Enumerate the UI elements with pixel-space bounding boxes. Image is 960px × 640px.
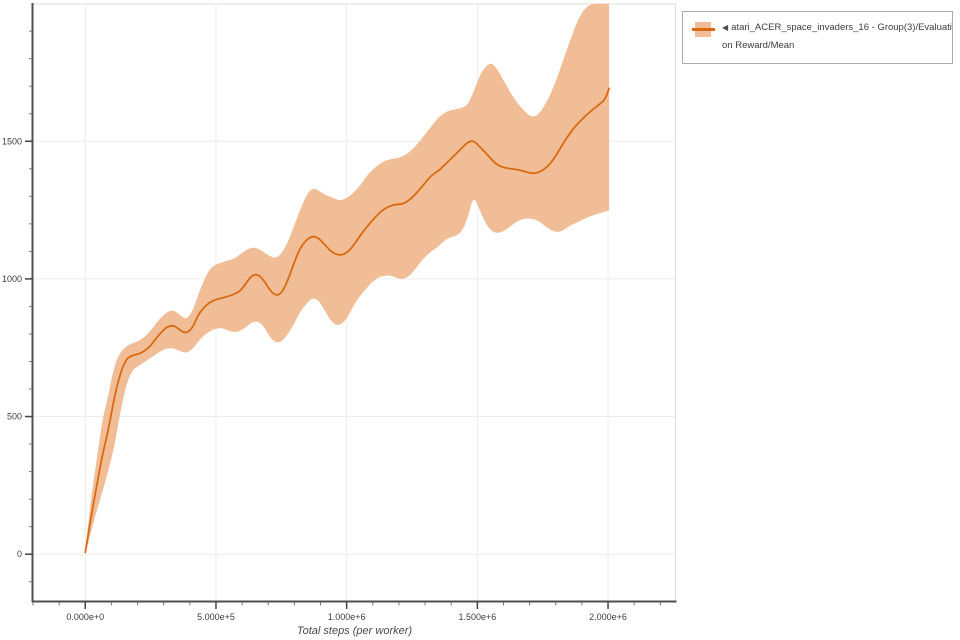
y-tick-label: 1500	[2, 136, 22, 146]
y-axis: 0 500 1000 1500	[2, 30, 32, 583]
y-tick-label: 1000	[2, 274, 22, 284]
y-tick-label: 0	[17, 549, 22, 559]
collapse-triangle-icon: ◀	[722, 23, 729, 32]
confidence-band	[85, 3, 610, 555]
plot-area[interactable]	[33, 5, 676, 601]
legend-swatch-icon	[692, 21, 715, 38]
x-tick-label: 1.500e+6	[458, 612, 496, 622]
axis-spines	[31, 3, 677, 603]
x-tick-label: 5.000e+5	[197, 612, 235, 622]
x-tick-label: 0.000e+0	[66, 612, 104, 622]
legend[interactable]: ◀ atari_ACER_space_invaders_16 - Group(3)…	[682, 11, 953, 64]
mean-line	[84, 87, 610, 554]
legend-label-line2: on Reward/Mean	[722, 40, 795, 51]
x-axis-title: Total steps (per worker)	[297, 625, 412, 637]
legend-label-line1: ◀ atari_ACER_space_invaders_16 - Group(3)…	[722, 19, 952, 37]
legend-label-text: atari_ACER_space_invaders_16 - Group(3)/…	[731, 22, 952, 33]
legend-line-icon	[692, 28, 715, 31]
y-tick-label: 500	[7, 412, 22, 422]
x-tick-label: 1.000e+6	[328, 612, 366, 622]
plot-frame	[33, 3, 676, 601]
legend-label: ◀ atari_ACER_space_invaders_16 - Group(3)…	[722, 19, 952, 55]
x-axis: 0.000e+0 5.000e+5 1.000e+6 1.500e+6 2.000e+6	[32, 602, 661, 622]
x-tick-label: 2.000e+6	[589, 612, 627, 622]
